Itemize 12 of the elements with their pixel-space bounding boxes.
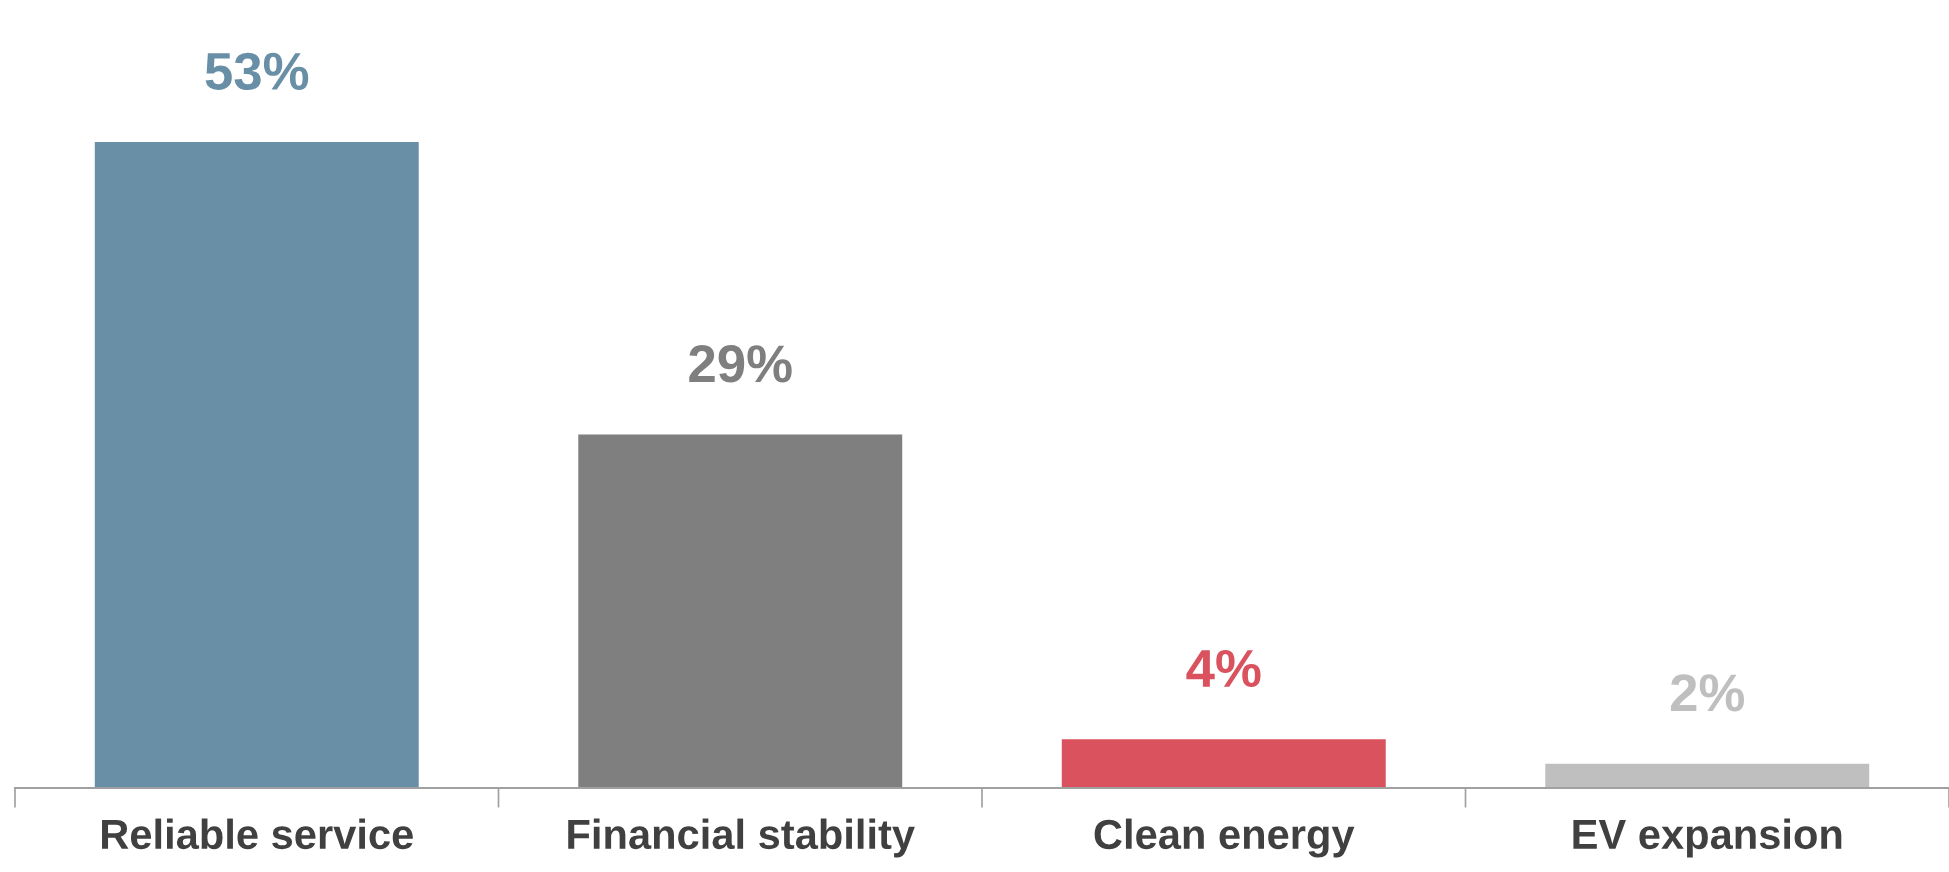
x-tick-label: Clean energy — [1094, 818, 1355, 858]
x-tick-label: Financial stability — [568, 818, 915, 858]
data-label: 4% — [1186, 649, 1261, 688]
data-label: 2% — [1670, 674, 1744, 712]
data-label: 53% — [205, 52, 309, 91]
data-label: 29% — [689, 345, 792, 383]
bar — [94, 142, 419, 788]
bar — [578, 434, 903, 788]
x-tick-label: EV expansion — [1573, 818, 1842, 858]
x-tick-label: Reliable service — [102, 818, 413, 850]
bar — [1061, 739, 1386, 788]
bar — [1545, 763, 1870, 788]
